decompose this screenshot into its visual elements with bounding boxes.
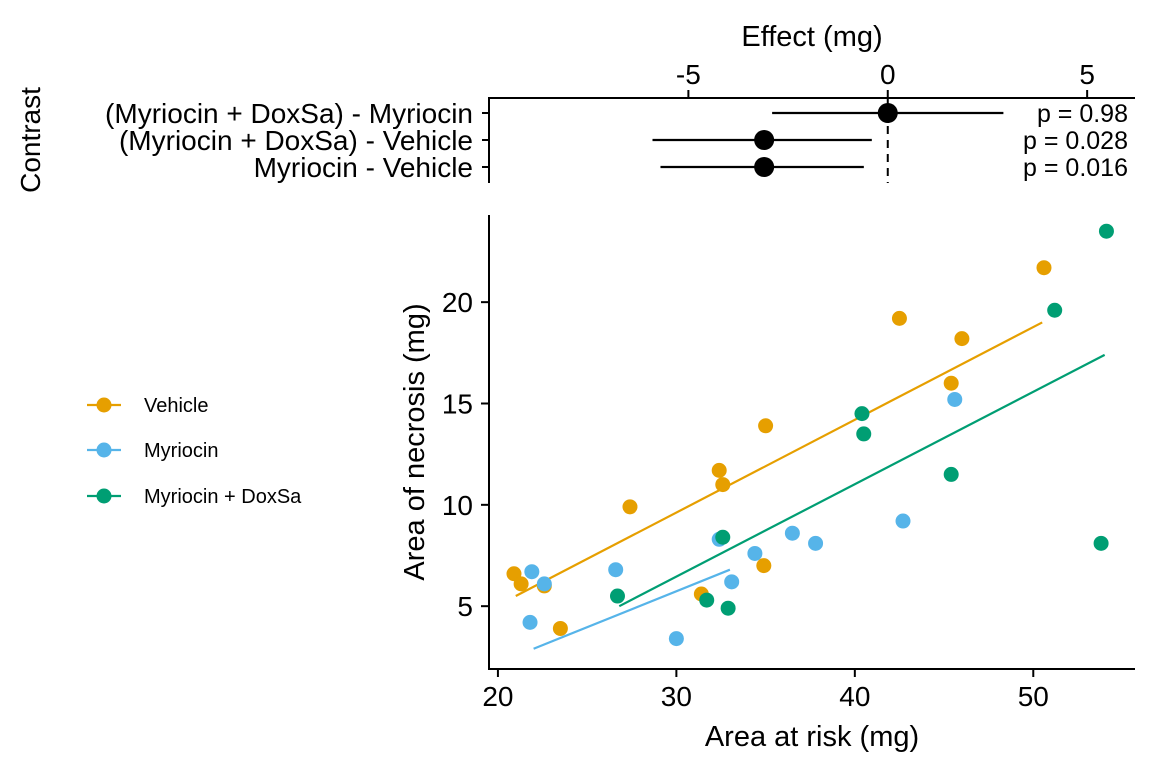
data-point: [954, 331, 970, 347]
scatter-x-tick-label: 30: [661, 681, 692, 712]
legend-marker: [96, 442, 112, 458]
data-point: [856, 426, 872, 442]
legend-marker: [96, 488, 112, 504]
scatter-y-tick-label: 5: [457, 591, 473, 622]
data-point: [609, 588, 625, 604]
data-point: [1093, 535, 1109, 551]
scatter-y-axis-title: Area of necrosis (mg): [399, 303, 431, 580]
legend-label: Myriocin: [144, 440, 218, 462]
effect-estimate-point: [754, 157, 775, 177]
data-point: [756, 558, 772, 574]
data-point: [715, 529, 731, 545]
data-point: [715, 477, 731, 493]
legend: Vehicle Myriocin Myriocin + DoxSa: [87, 395, 302, 508]
scatter-x-tick-label: 40: [839, 681, 870, 712]
regression-line: [618, 353, 1106, 608]
p-value-label: p = 0.028: [1023, 127, 1128, 155]
data-point: [513, 576, 529, 592]
data-point: [668, 631, 684, 647]
effect-estimate-point: [877, 103, 898, 123]
data-point: [947, 391, 963, 407]
data-point: [622, 499, 638, 515]
forest-y-axis-title: Contrast: [15, 87, 46, 193]
scatter-x-axis-title: Area at risk (mg): [705, 721, 919, 753]
data-point: [784, 525, 800, 541]
forest-plot: Effect (mg) Contrast -5 0 5 (Myriocin + Do…: [15, 21, 1135, 193]
scatter-x-tick-label: 50: [1018, 681, 1049, 712]
data-point: [1047, 302, 1063, 318]
data-point: [895, 513, 911, 529]
data-point: [699, 592, 715, 608]
data-point: [711, 462, 727, 478]
scatter-y-tick-label: 10: [442, 490, 473, 521]
regression-line: [515, 321, 1043, 598]
p-value-label: p = 0.016: [1023, 154, 1128, 182]
scatter-y-tick-label: 20: [442, 287, 473, 318]
data-point: [1098, 223, 1114, 239]
data-point: [943, 375, 959, 391]
legend-marker: [96, 397, 112, 413]
legend-label: Vehicle: [144, 395, 209, 417]
data-point: [758, 418, 774, 434]
forest-x-tick-label: 0: [880, 59, 896, 90]
data-point: [608, 562, 624, 578]
data-point: [943, 466, 959, 482]
scatter-x-tick-label: 20: [482, 681, 513, 712]
legend-label: Myriocin + DoxSa: [144, 486, 302, 508]
data-point: [720, 600, 736, 616]
effect-estimate-point: [754, 130, 775, 150]
data-point: [891, 310, 907, 326]
data-point: [552, 620, 568, 636]
contrast-label: (Myriocin + DoxSa) - Myriocin: [105, 98, 473, 129]
data-point: [1036, 260, 1052, 276]
data-point: [854, 406, 870, 422]
forest-x-tick-label: -5: [676, 59, 701, 90]
contrast-label: (Myriocin + DoxSa) - Vehicle: [119, 125, 473, 156]
data-point: [747, 545, 763, 561]
p-value-label: p = 0.98: [1037, 100, 1128, 128]
forest-x-axis-title: Effect (mg): [741, 21, 882, 53]
data-point: [724, 574, 740, 590]
data-point: [524, 564, 540, 580]
forest-x-tick-label: 5: [1079, 59, 1095, 90]
scatter-y-tick-label: 15: [442, 388, 473, 419]
data-point: [808, 535, 824, 551]
contrast-label: Myriocin - Vehicle: [254, 152, 473, 183]
scatter-plot: 20 30 40 50 5 10 15 20 Area at risk (mg) Area o…: [87, 215, 1135, 753]
data-point: [536, 576, 552, 592]
data-point: [522, 614, 538, 630]
regression-line: [533, 568, 731, 650]
